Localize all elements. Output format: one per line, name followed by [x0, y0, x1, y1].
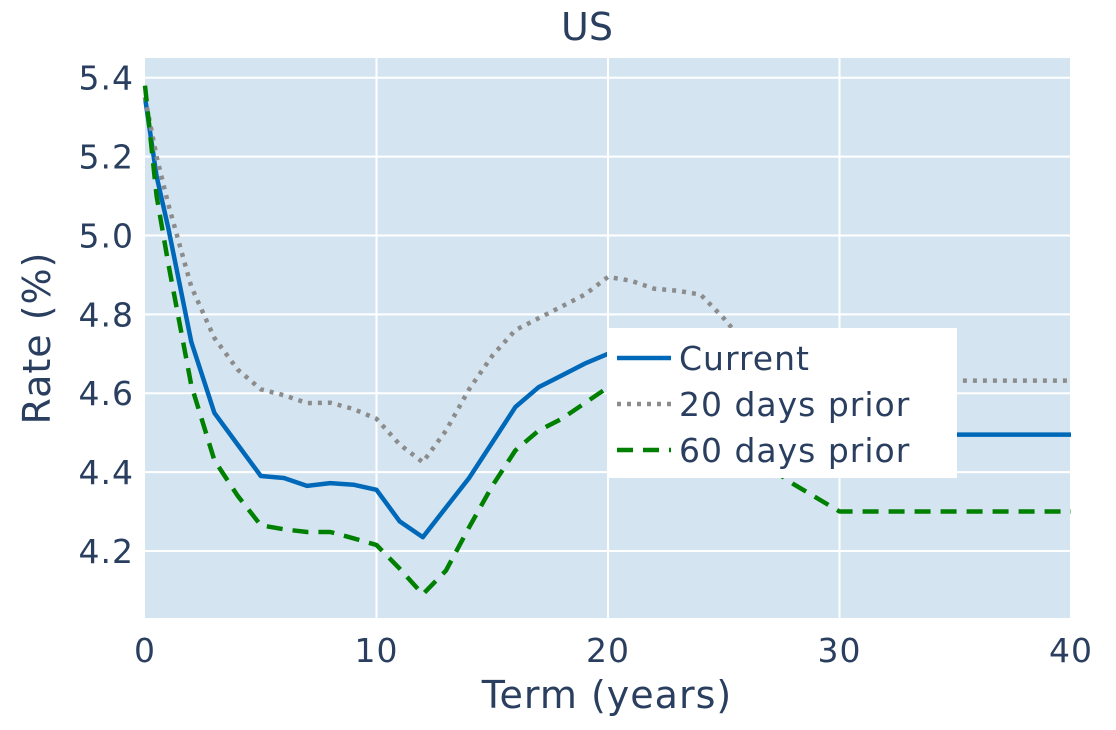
x-tick-label: 40 [1049, 631, 1093, 670]
legend: Current 20 days prior 60 days prior [607, 328, 957, 478]
chart-title: US [561, 5, 613, 49]
legend-item: 60 days prior [617, 431, 910, 470]
x-tick-label: 10 [355, 631, 399, 670]
y-tick-label: 4.4 [79, 453, 134, 492]
legend-label: 20 days prior [679, 385, 910, 424]
y-tick-label: 5.2 [79, 138, 134, 177]
x-tick-label: 20 [586, 631, 630, 670]
x-axis-title: Term (years) [481, 673, 732, 717]
y-tick-label: 5.0 [79, 216, 134, 255]
legend-item: 20 days prior [617, 385, 910, 424]
y-tick-label: 4.8 [79, 295, 134, 334]
legend-label: Current [679, 339, 810, 378]
y-tick-label: 5.4 [79, 59, 134, 98]
y-tick-label: 4.6 [79, 374, 134, 413]
y-tick-label: 4.2 [79, 532, 134, 571]
x-tick-label: 0 [134, 631, 156, 670]
legend-background [607, 328, 957, 478]
y-axis-title: Rate (%) [15, 252, 59, 425]
legend-item: Current [617, 339, 810, 378]
series-line-20-days-prior [142, 96, 1071, 465]
tick-labels: 0 10 20 30 40 4.2 4.4 4.6 4.8 5.0 5.2 5.4 [79, 59, 1093, 670]
legend-label: 60 days prior [679, 431, 910, 470]
x-tick-label: 30 [818, 631, 862, 670]
